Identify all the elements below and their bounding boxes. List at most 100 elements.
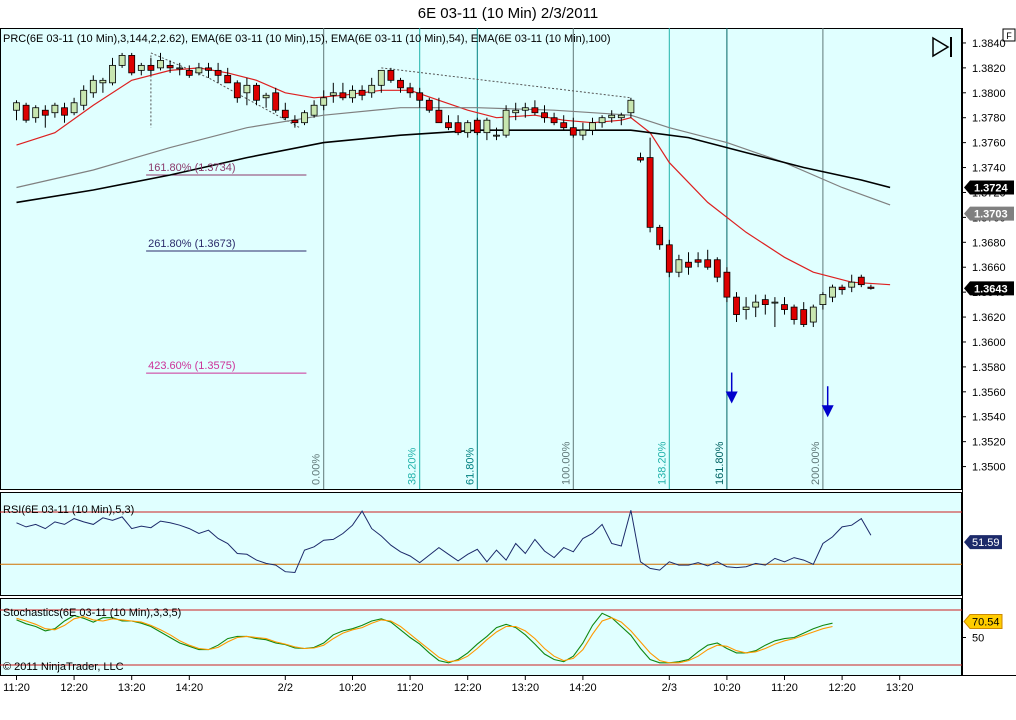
y-tick-label: 1.3540 [972, 412, 1006, 424]
candle-body [13, 102, 20, 111]
skip-to-end-icon [932, 36, 950, 58]
candle-body [723, 271, 731, 298]
candle-body [339, 92, 347, 99]
labels-layer: 0.00% 38.20% 61.80% 100.00% 138.20% 161.80% 20… [3, 33, 822, 673]
candle-body [195, 67, 203, 74]
candle-body [243, 84, 251, 94]
candle-body [22, 104, 30, 121]
candle-body [329, 92, 337, 96]
stoch-line-k [16, 612, 833, 664]
x-tick-label: 13:20 [118, 682, 146, 694]
candle-body [445, 122, 452, 129]
candle-body [70, 102, 78, 114]
candle-body [32, 107, 40, 119]
candle-body [829, 286, 836, 298]
rsi-value-label: 51.59 [972, 537, 1000, 549]
candle-body [848, 281, 856, 288]
price-label-box [964, 281, 1014, 296]
candle-body [291, 119, 299, 124]
candle-body [301, 112, 308, 124]
candle-body [694, 259, 702, 263]
fib-extension-label: 423.60% (1.3575) [148, 360, 235, 372]
candle-body [637, 157, 644, 161]
price-panel-title: PRC(6E 03-11 (10 Min),3,144,2,2.62), EMA… [3, 33, 611, 45]
candle-body [128, 55, 136, 74]
copyright: © 2011 NinjaTrader, LLC [3, 661, 124, 673]
candle-body [185, 69, 193, 76]
candle-body [157, 59, 164, 69]
stoch-value-label: 70.54 [972, 617, 1000, 629]
y-tick-label: 1.3660 [972, 262, 1006, 274]
candle-body [51, 104, 59, 114]
y-tick-label: 1.3740 [972, 163, 1006, 175]
price-label: 1.3724 [974, 182, 1009, 194]
candle-body [713, 259, 721, 278]
candle-body [368, 84, 376, 94]
stochastics-layer [0, 609, 962, 666]
candle-body [685, 261, 692, 268]
candle-body [464, 122, 472, 134]
candle-body [109, 64, 116, 84]
candle-body [99, 79, 107, 84]
fib-extension-label: 261.80% (1.3673) [148, 238, 235, 250]
candle-body [742, 306, 750, 310]
y-tick-label: 1.3620 [972, 312, 1006, 324]
candle-body [838, 286, 846, 291]
fib-time-label: 61.80% [464, 447, 476, 485]
x-tick-label: 11:20 [397, 682, 424, 694]
fib-extension-label: 161.80% (1.3734) [148, 162, 235, 174]
candle-body [224, 74, 232, 84]
candle-body [358, 89, 366, 96]
x-tick-label: 2/2 [278, 682, 293, 694]
candle-body [137, 64, 145, 71]
price-label: 1.3703 [974, 209, 1008, 221]
fib-time-label: 200.00% [810, 441, 822, 485]
y-tick-label: 1.3580 [972, 362, 1006, 374]
y-tick-label: 1.3680 [972, 237, 1006, 249]
candle-body [454, 122, 462, 134]
rsi-panel[interactable] [0, 492, 962, 596]
y-tick-label: 1.3520 [972, 437, 1006, 449]
axis-background [962, 28, 1016, 675]
stoch-value-box [963, 614, 1003, 630]
candle-body [781, 304, 788, 310]
candle-body [675, 259, 683, 273]
candle-body [233, 82, 241, 99]
candle-body [41, 109, 49, 116]
candle-body [550, 117, 558, 124]
stochastics-panel[interactable] [0, 598, 962, 676]
candle-body [176, 67, 184, 70]
x-tick-label: 11:20 [771, 682, 798, 694]
candle-body [656, 226, 664, 246]
x-tick-label: 2/3 [662, 682, 677, 694]
candle-body [214, 69, 222, 76]
y-tick-label: 1.3820 [972, 63, 1006, 75]
price-panel[interactable] [0, 28, 962, 490]
candle-body [704, 259, 712, 268]
candle-body [790, 306, 798, 320]
candle-body [387, 69, 395, 81]
candle-body [579, 129, 587, 136]
pattern-line [381, 67, 631, 99]
candle-body [541, 112, 548, 119]
chart-title: 6E 03-11 (10 Min) 2/3/2011 [417, 5, 599, 22]
candle-body [272, 92, 280, 111]
candle-body [598, 117, 606, 124]
candle-body [569, 127, 577, 136]
fib-time-label: 161.80% [714, 441, 726, 485]
candle-body [608, 114, 616, 119]
candle-body [253, 84, 260, 101]
candle-body [281, 109, 289, 119]
candle-body [665, 244, 673, 273]
candle-body [483, 119, 491, 134]
candle-body [80, 89, 88, 106]
candle-body [473, 119, 481, 134]
candle-body [406, 87, 414, 94]
rsi-line [16, 510, 872, 574]
candle-body [733, 296, 740, 315]
rsi-value-box [964, 535, 1002, 550]
corner-button-label: F [1006, 31, 1012, 41]
stoch-panel-title: Stochastics(6E 03-11 (10 Min),3,3,5) [3, 607, 181, 619]
candle-body [800, 309, 808, 325]
